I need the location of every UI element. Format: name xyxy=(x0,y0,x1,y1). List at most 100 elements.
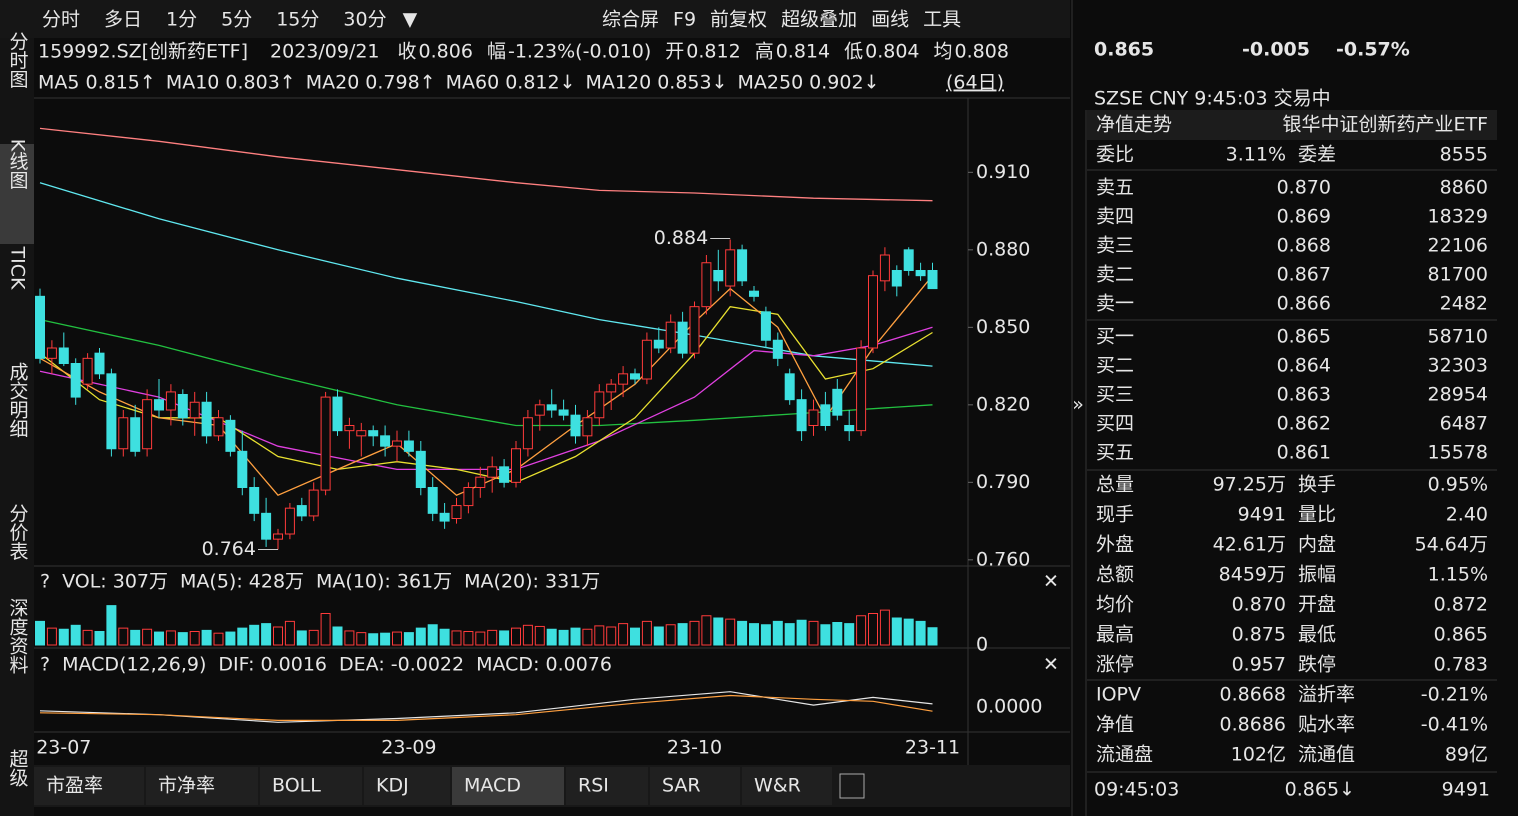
volume-bar xyxy=(380,632,391,646)
close-button[interactable]: ✕ xyxy=(1043,571,1059,593)
info-value: -1.23%(-0.010) xyxy=(508,41,651,63)
order-volume: 22106 xyxy=(1428,235,1488,257)
period-label[interactable]: (64日) xyxy=(946,72,1004,94)
toolbar-button[interactable]: 工具 xyxy=(923,9,961,31)
sidebar-tab[interactable]: 超级 xyxy=(7,749,29,787)
ma-line xyxy=(39,127,933,202)
toolbar-button[interactable]: 超级叠加 xyxy=(781,9,857,31)
volume-bar xyxy=(749,623,759,646)
sidebar-tab[interactable]: 分时图 xyxy=(7,31,29,88)
stat-value: 1.15% xyxy=(1428,564,1488,586)
volume-bar xyxy=(356,632,367,646)
x-tick-label: 23-09 xyxy=(381,737,436,759)
order-volume: 6487 xyxy=(1440,413,1488,435)
sidebar-tab[interactable]: K线图 xyxy=(7,139,29,189)
toolbar-button[interactable]: 前复权 xyxy=(710,9,767,31)
stat-label: 均价 xyxy=(1096,594,1134,616)
stat-value: 97.25万 xyxy=(1213,474,1286,496)
volume-bar xyxy=(142,628,153,646)
toolbar-tab[interactable]: 多日 xyxy=(104,9,142,31)
candle-body xyxy=(35,295,45,359)
volume-bar xyxy=(641,620,652,646)
order-price: 0.862 xyxy=(1277,413,1331,435)
candle-body xyxy=(832,388,843,416)
sidebar-tab[interactable]: 深度资料 xyxy=(7,598,29,674)
candle-body xyxy=(177,394,188,419)
nav-title[interactable]: 净值走势 xyxy=(1096,114,1172,136)
volume-bar xyxy=(570,627,581,646)
stat-value: -0.41% xyxy=(1421,714,1488,736)
toolbar-button[interactable]: F9 xyxy=(673,9,696,31)
stock-code: 159992.SZ[创新药ETF] xyxy=(38,41,248,63)
candle-body xyxy=(713,270,724,282)
sidebar-tab[interactable]: 分价表 xyxy=(7,503,29,560)
candle-body xyxy=(677,321,688,354)
candle-body xyxy=(368,430,379,437)
tab[interactable]: RSI xyxy=(578,775,609,797)
tab[interactable]: 市盈率 xyxy=(46,775,103,797)
info-label: 低 xyxy=(844,41,863,63)
candle-body xyxy=(737,249,748,282)
candle-body xyxy=(308,489,319,517)
volume-bar xyxy=(94,631,105,646)
stat-label: 振幅 xyxy=(1298,564,1336,586)
candle-body xyxy=(749,290,759,297)
candle-body xyxy=(273,533,283,540)
volume-bar xyxy=(213,632,224,646)
toolbar-tab[interactable]: 5分 xyxy=(221,9,252,31)
tab-bg xyxy=(146,767,258,805)
close-button[interactable]: ✕ xyxy=(1043,654,1059,676)
candle-body xyxy=(546,404,557,411)
order-volume: 28954 xyxy=(1428,384,1488,406)
sidebar-tab[interactable]: TICK xyxy=(7,246,29,290)
order-volume: 2482 xyxy=(1440,293,1488,315)
candle-body xyxy=(772,339,783,359)
tick-volume: 9491 xyxy=(1442,779,1490,801)
info-label: 开 xyxy=(665,41,684,63)
toolbar-tab[interactable]: 分时 xyxy=(42,9,80,31)
stat-label: 委差 xyxy=(1298,144,1336,166)
tab[interactable]: W&R xyxy=(754,775,801,797)
ma-label: MA20 xyxy=(306,72,360,94)
tab[interactable]: MACD xyxy=(464,775,521,797)
volume-bar xyxy=(284,620,295,646)
stat-value: 8555 xyxy=(1440,144,1488,166)
sidebar-active xyxy=(0,144,34,244)
volume-bar xyxy=(522,624,533,646)
toolbar-tab[interactable]: 1分 xyxy=(166,9,197,31)
toolbar-tab[interactable]: 30分 xyxy=(343,9,386,31)
candle-body xyxy=(522,417,533,450)
add-tab[interactable] xyxy=(839,773,865,799)
tab[interactable]: BOLL xyxy=(272,775,321,797)
tick-price: 0.865↓ xyxy=(1285,779,1355,801)
candle-body xyxy=(451,505,462,520)
macd-legend: DIF: 0.0016 xyxy=(218,654,327,676)
collapse-arrow[interactable]: » xyxy=(1072,394,1084,416)
candle-body xyxy=(439,512,450,522)
last-price: 0.865 xyxy=(1094,39,1154,61)
volume-bar xyxy=(499,630,510,646)
volume-bar xyxy=(915,620,926,646)
toolbar-button[interactable]: 综合屏 xyxy=(602,9,659,31)
stat-label: 总量 xyxy=(1096,474,1134,496)
volume-bar xyxy=(106,605,117,646)
volume-bar xyxy=(689,620,700,646)
toolbar-tab[interactable]: 15分 xyxy=(276,9,319,31)
tab-bg xyxy=(650,767,740,805)
volume-bar xyxy=(273,626,283,646)
candle-body xyxy=(630,373,640,380)
volume-bar xyxy=(630,627,640,646)
order-label: 买三 xyxy=(1096,384,1134,406)
sidebar-tab[interactable]: 成交明细 xyxy=(7,362,29,438)
toolbar-button[interactable]: 画线 xyxy=(871,9,909,31)
candle-body xyxy=(392,440,402,447)
y-tick-label: 0.790 xyxy=(976,471,1030,493)
candle-body xyxy=(106,373,117,450)
order-price: 0.863 xyxy=(1277,384,1331,406)
stat-label: 最高 xyxy=(1096,624,1134,646)
tab[interactable]: 市净率 xyxy=(158,775,215,797)
order-label: 卖四 xyxy=(1096,206,1134,228)
tab[interactable]: SAR xyxy=(662,775,701,797)
tab[interactable]: KDJ xyxy=(376,775,409,797)
extreme-label: 0.884 xyxy=(654,227,708,249)
